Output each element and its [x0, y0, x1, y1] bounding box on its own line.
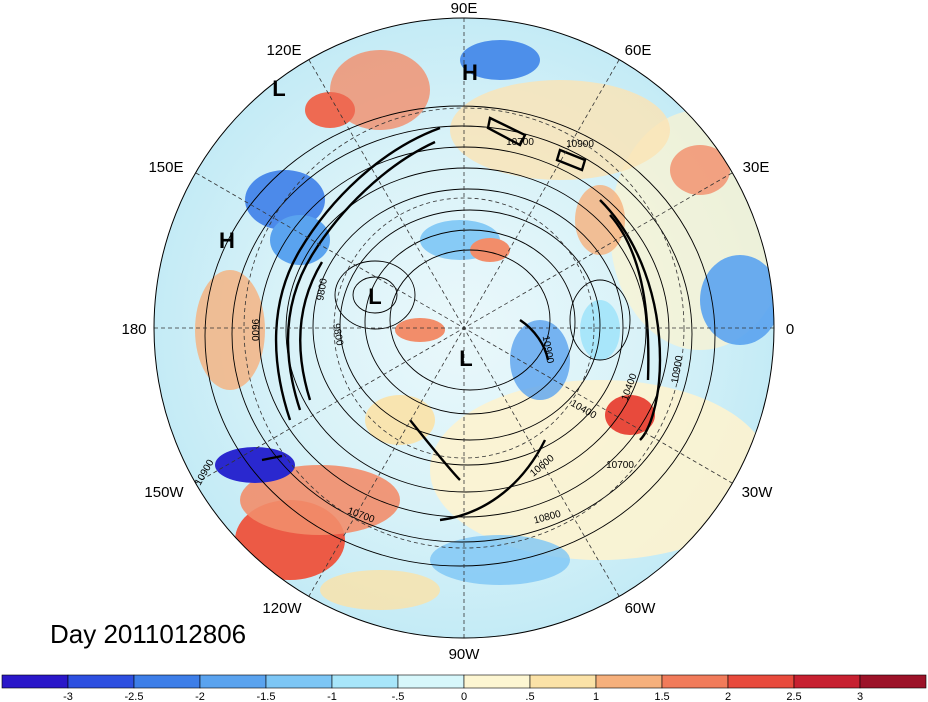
lon-label-180: 180: [121, 321, 146, 338]
low-marker-canada: L: [368, 284, 381, 309]
lon-label-150w: 150W: [144, 484, 184, 501]
jet-contours: [261, 116, 662, 522]
lon-label-60e: 60E: [625, 42, 652, 59]
colorbar-tick-label: -1: [327, 691, 337, 702]
low-marker-arctic: L: [459, 346, 472, 371]
colorbar-swatch: [67, 674, 135, 689]
low-marker-east-asia: L: [272, 76, 285, 101]
colorbar-tick-label: 2.5: [786, 691, 801, 702]
colorbar-swatch: [727, 674, 795, 689]
colorbar-swatch: [793, 674, 861, 689]
colorbar-tick-label: 2: [725, 691, 731, 702]
lon-label-90e: 90E: [451, 0, 478, 17]
colorbar-swatch: [133, 674, 201, 689]
lon-label-120w: 120W: [262, 600, 302, 617]
map-boundary: [153, 17, 775, 639]
colorbar-swatch: [661, 674, 729, 689]
colorbar-tick-label: -2: [195, 691, 205, 702]
pressure-centers: H H L L L: [219, 60, 478, 371]
lon-label-60w: 60W: [625, 600, 657, 617]
colorbar-tick-label: 1.5: [654, 691, 669, 702]
high-marker-west-pacific: H: [219, 228, 235, 253]
map-title: Day 2011012806: [50, 619, 247, 649]
longitude-labels: 90E 60E 30E 0 30W 60W 90W 120W 150W 180 …: [121, 0, 794, 663]
lon-label-30e: 30E: [743, 159, 770, 176]
colorbar: -3 -2.5 -2 -1.5 -1 -.5 0 .5 1 1.5 2 2.5 3: [1, 674, 927, 702]
contour-label: 9800: [315, 277, 330, 301]
lon-label-120e: 120E: [266, 42, 301, 59]
colorbar-swatch: [331, 674, 399, 689]
contour-label: 10900: [670, 354, 686, 384]
lon-label-150e: 150E: [148, 159, 183, 176]
colorbar-tick-label: -2.5: [125, 691, 144, 702]
contour-label: 9600: [249, 319, 260, 342]
lon-label-0: 0: [786, 321, 794, 338]
colorbar-swatch: [529, 674, 597, 689]
colorbar-tick-label: 3: [857, 691, 863, 702]
colorbar-tick-label: -1.5: [257, 691, 276, 702]
contour-label: 10900: [540, 335, 556, 365]
high-marker-siberia: H: [462, 60, 478, 85]
colorbar-tick-label: -3: [63, 691, 73, 702]
colorbar-tick-label: 0: [461, 691, 467, 702]
colorbar-swatch: [265, 674, 333, 689]
colorbar-swatch: [1, 674, 69, 689]
colorbar-tick-label: .5: [525, 691, 534, 702]
colorbar-tick-label: -.5: [392, 691, 405, 702]
contour-label: 10700: [606, 460, 634, 471]
contour-label: 10700: [506, 137, 534, 148]
contour-label: 10900: [566, 139, 594, 150]
lon-label-90w: 90W: [449, 646, 481, 663]
colorbar-swatch: [463, 674, 531, 689]
colorbar-swatch: [397, 674, 465, 689]
contour-label: 9800: [330, 323, 345, 347]
colorbar-tick-label: 1: [593, 691, 599, 702]
colorbar-swatch: [595, 674, 663, 689]
graticule: [154, 18, 774, 638]
lon-label-30w: 30W: [742, 484, 774, 501]
colorbar-swatch: [199, 674, 267, 689]
colorbar-swatch: [859, 674, 927, 689]
